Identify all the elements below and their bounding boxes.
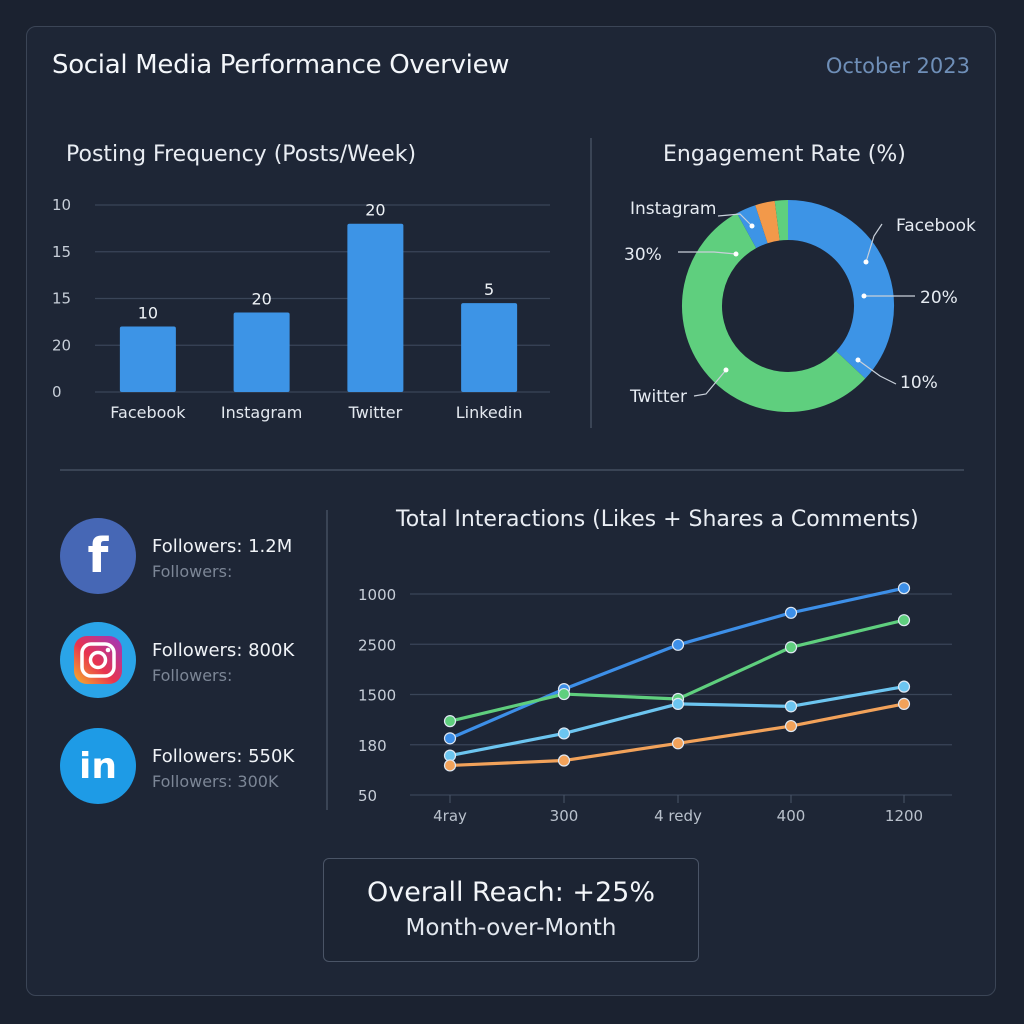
bar-y-tick: 15 xyxy=(52,290,71,308)
bar-y-tick: 20 xyxy=(52,336,71,354)
linkedin-icon: in xyxy=(60,728,136,804)
page-title: Social Media Performance Overview xyxy=(52,50,510,80)
instagram-followers: Followers: 800K xyxy=(152,640,295,661)
leader-dot xyxy=(855,357,861,363)
label-10pct: 10% xyxy=(900,373,938,393)
leader-dot xyxy=(723,367,729,373)
point-green xyxy=(897,614,911,627)
line-chart-title: Total Interactions (Likes + Shares a Com… xyxy=(396,507,919,532)
vertical-divider xyxy=(590,138,592,428)
bar-value-label: 20 xyxy=(365,201,385,220)
point-light-blue xyxy=(897,680,911,693)
bar-category-label: Facebook xyxy=(110,403,186,422)
bar-value-label: 5 xyxy=(484,280,494,299)
slice-facebook-green xyxy=(774,200,789,241)
overall-reach-period: Month-over-Month xyxy=(405,915,617,941)
line-y-tick: 180 xyxy=(358,737,387,755)
bar-instagram xyxy=(233,312,290,392)
bar-linkedin xyxy=(461,303,518,392)
facebook-followers-sub: Followers: xyxy=(152,562,233,581)
line-x-label: 4 redy xyxy=(654,807,702,825)
point-orange xyxy=(671,737,685,750)
bar-twitter xyxy=(347,223,404,392)
facebook-icon: f xyxy=(60,518,136,594)
point-orange xyxy=(784,719,798,733)
line-y-tick: 1000 xyxy=(358,586,396,604)
point-blue xyxy=(897,582,911,595)
vertical-divider-lower xyxy=(326,510,328,810)
label-instagram: Instagram xyxy=(630,199,717,219)
facebook-followers: Followers: 1.2M xyxy=(152,536,293,557)
leader-dot xyxy=(733,251,739,257)
label-twitter: Twitter xyxy=(629,387,687,407)
bar-category-label: Twitter xyxy=(348,403,403,422)
series-orange xyxy=(449,702,905,768)
bar-category-label: Linkedin xyxy=(456,403,523,422)
dashboard-panel xyxy=(26,26,996,996)
leader-dot xyxy=(863,259,869,265)
linkedin-followers-sub: Followers: 300K xyxy=(152,772,279,791)
line-y-tick: 2500 xyxy=(358,636,396,654)
report-date: October 2023 xyxy=(825,54,970,78)
pie-chart-title: Engagement Rate (%) xyxy=(663,142,906,167)
leader-dot xyxy=(749,223,755,229)
line-x-label: 4ray xyxy=(433,807,467,825)
bar-value-label: 20 xyxy=(251,290,271,309)
slice-instagram xyxy=(755,200,781,244)
engagement-rate-chart: Instagram 30% Facebook 20% 10% Twitter xyxy=(624,199,976,412)
slice-twitter xyxy=(682,213,866,412)
label-facebook: Facebook xyxy=(896,216,976,236)
bar-y-tick: 0 xyxy=(52,383,62,401)
leader-dot xyxy=(861,293,867,299)
leader-line xyxy=(865,223,883,263)
overall-reach-card: Overall Reach: +25% Month-over-Month xyxy=(323,858,699,962)
leader-line xyxy=(717,213,753,227)
point-green xyxy=(557,687,571,701)
overall-reach-value: Overall Reach: +25% xyxy=(366,877,656,908)
horizontal-divider xyxy=(60,469,964,471)
social-item-instagram: Followers: 800K Followers: xyxy=(60,622,320,702)
point-orange xyxy=(557,754,571,767)
social-item-facebook: f Followers: 1.2M Followers: xyxy=(60,518,320,598)
point-light-blue xyxy=(784,700,798,713)
line-x-label: 400 xyxy=(777,807,806,825)
point-green xyxy=(784,641,798,654)
bar-value-label: 10 xyxy=(138,304,158,323)
instagram-followers-sub: Followers: xyxy=(152,666,233,685)
bar-y-tick: 15 xyxy=(52,243,71,261)
linkedin-followers: Followers: 550K xyxy=(152,746,295,767)
point-green xyxy=(443,715,457,728)
point-blue xyxy=(671,638,685,651)
leader-line xyxy=(857,359,897,385)
leader-line xyxy=(678,251,737,255)
point-orange xyxy=(897,697,911,710)
total-interactions-chart: 1000 2500 1500 180 50 4ray 300 4 redy 400 1200 xyxy=(358,582,952,825)
line-y-tick: 1500 xyxy=(358,687,396,705)
posting-frequency-chart: 10 15 15 20 0 10 Facebook 20 Instagram 20 Twitter 5… xyxy=(52,196,550,422)
line-x-label: 300 xyxy=(550,807,579,825)
label-20pct: 20% xyxy=(920,288,958,308)
line-x-label: 1200 xyxy=(885,807,923,825)
slice-facebook xyxy=(787,200,894,379)
label-30pct: 30% xyxy=(624,245,662,265)
bar-chart-title: Posting Frequency (Posts/Week) xyxy=(66,142,417,167)
point-orange xyxy=(443,759,457,772)
point-light-blue xyxy=(671,697,685,710)
bar-y-tick: 10 xyxy=(52,196,71,214)
point-blue xyxy=(784,606,798,619)
line-y-tick: 50 xyxy=(358,787,377,805)
point-light-blue xyxy=(557,727,571,740)
instagram-icon xyxy=(60,622,136,698)
leader-line xyxy=(693,369,727,397)
social-item-linkedin: in Followers: 550K Followers: 300K xyxy=(60,728,320,808)
point-blue xyxy=(443,732,457,745)
bar-facebook xyxy=(119,326,176,392)
bar-category-label: Instagram xyxy=(221,403,302,422)
